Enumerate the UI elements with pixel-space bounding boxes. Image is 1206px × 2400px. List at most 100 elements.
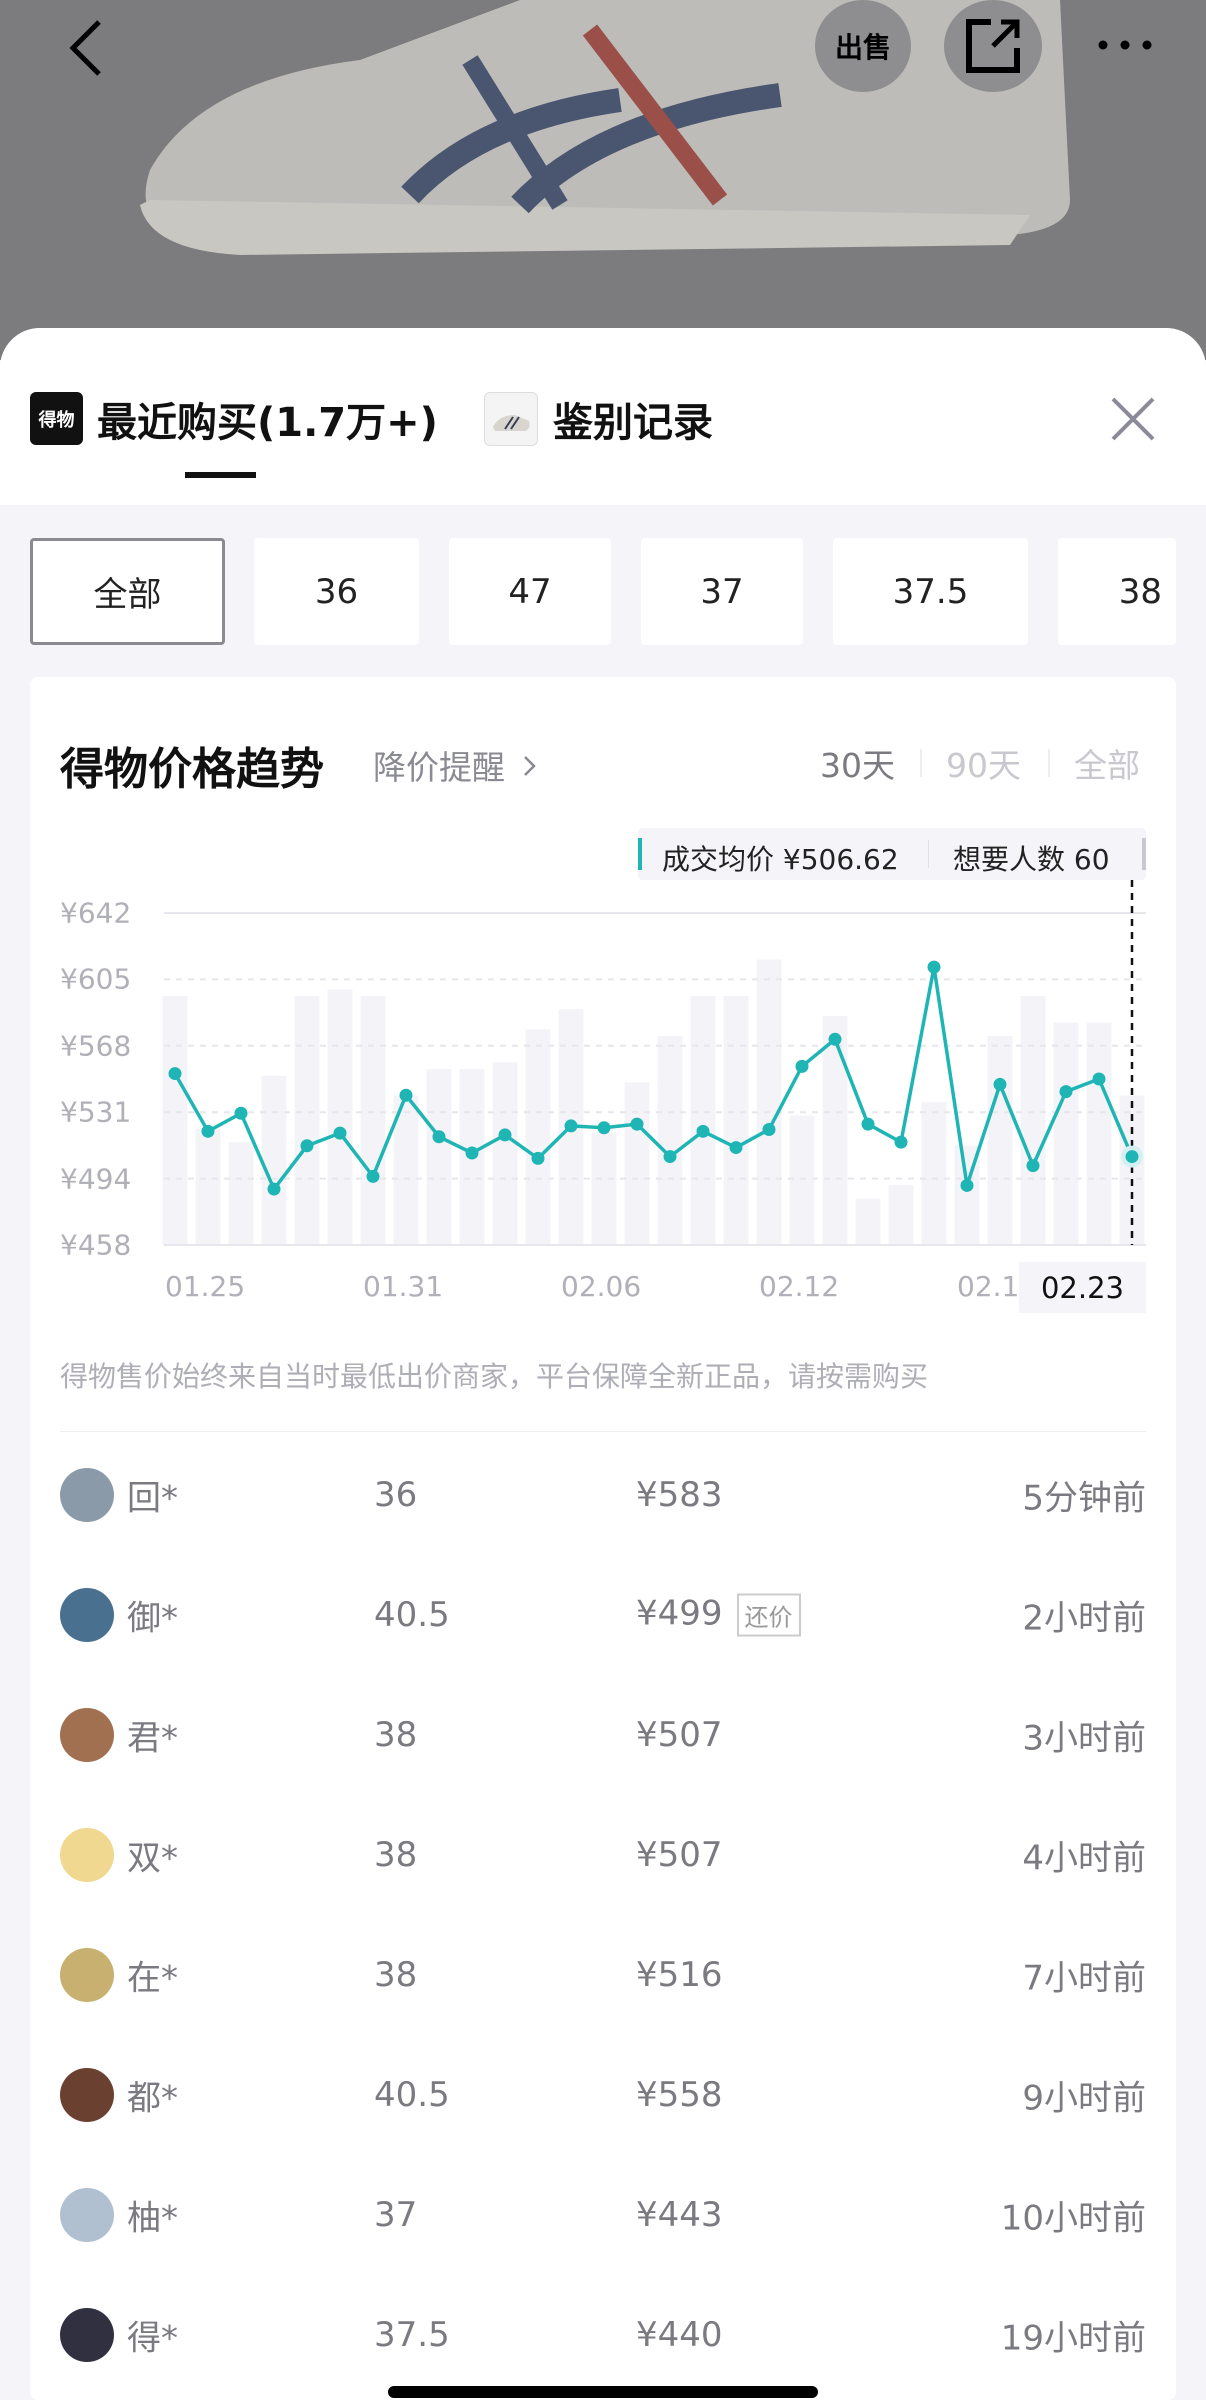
divider: [928, 840, 929, 868]
buyer-name: 都*: [127, 2078, 178, 2119]
trend-title: 得物价格趋势: [60, 744, 324, 795]
price-point: [531, 1151, 545, 1165]
size-chip[interactable]: 37.5: [833, 538, 1028, 645]
size-chip[interactable]: 37: [641, 538, 803, 645]
time: 2小时前: [1022, 1598, 1146, 1639]
price-point: [234, 1106, 248, 1120]
price-cell: ¥507: [636, 1835, 723, 1875]
chevron-right-icon: [524, 756, 536, 776]
price-point: [366, 1169, 380, 1183]
range-90d[interactable]: 90天: [946, 746, 1021, 785]
disclaimer: 得物售价始终来自当时最低出价商家，平台保障全新正品，请按需购买: [60, 1360, 929, 1393]
purchase-record-row: 都* 40.5 ¥558 9小时前: [30, 2035, 1176, 2155]
alert-label: 降价提醒: [373, 748, 505, 787]
want-bar: [426, 1069, 452, 1245]
size-chip-all[interactable]: 全部: [30, 538, 225, 645]
price-point: [564, 1119, 578, 1133]
want-bar: [624, 1082, 650, 1245]
purchase-record-row: 御* 40.5 ¥499 还价 2小时前: [30, 1555, 1176, 1675]
size-chip[interactable]: 47: [449, 538, 611, 645]
purchase-record-row: 君* 38 ¥507 3小时前: [30, 1675, 1176, 1795]
tab-recent-purchases[interactable]: 得物 最近购买(1.7万+): [30, 378, 438, 458]
size: 38: [374, 1835, 418, 1875]
range-30d[interactable]: 30天: [820, 746, 895, 785]
want-bar: [294, 996, 320, 1245]
size-chip[interactable]: 36: [254, 538, 419, 645]
price-point: [762, 1123, 776, 1137]
avatar: [60, 1588, 114, 1642]
want-bar: [1053, 1022, 1079, 1245]
shoe-thumbnail: [484, 392, 538, 446]
chip-label: 38: [1118, 571, 1162, 612]
recent-purchases-sheet: 得物 最近购买(1.7万+) 鉴别记录 全部 36 47 37 37.5 38 …: [0, 328, 1206, 2400]
price: ¥507: [636, 1715, 723, 1755]
want-bar: [492, 1062, 518, 1245]
price-point: [201, 1124, 215, 1138]
purchase-record-row: 柚* 37 ¥443 10小时前: [30, 2155, 1176, 2275]
want-bar: [261, 1075, 287, 1245]
share-button[interactable]: [944, 0, 1042, 92]
share-icon: [966, 19, 1020, 73]
want-bar: [393, 1095, 419, 1245]
size: 40.5: [374, 2075, 450, 2115]
y-tick-label: ¥494: [60, 1162, 132, 1196]
more-button[interactable]: [1090, 20, 1160, 70]
time: 19小时前: [1000, 2318, 1146, 2359]
tab-underline: [185, 472, 256, 478]
size-chip[interactable]: 38: [1058, 538, 1176, 645]
time: 5分钟前: [1022, 1478, 1146, 1519]
counter-offer-tag: 还价: [736, 1593, 801, 1637]
dewu-logo: 得物: [30, 392, 83, 445]
size: 37.5: [374, 2315, 450, 2355]
chart-tooltip: 成交均价 ¥506.62 想要人数 60: [638, 828, 1146, 880]
sell-button[interactable]: 出售: [815, 0, 911, 92]
price: ¥499: [636, 1593, 723, 1634]
product-image-banner: 出售: [0, 0, 1206, 360]
price-point: [630, 1117, 644, 1131]
more-dots-icon: [1098, 40, 1152, 50]
want-bar: [525, 1029, 551, 1245]
price-trend-card: 得物价格趋势 降价提醒 30天 90天 全部 成交均价 ¥506.62 想要人数…: [30, 677, 1176, 2400]
selected-date: 02.23: [1040, 1270, 1125, 1305]
close-button[interactable]: [1108, 394, 1158, 444]
want-bar: [888, 1185, 914, 1245]
price-point: [465, 1146, 479, 1160]
tooltip-accent: [1142, 838, 1146, 870]
y-tick-label: ¥605: [60, 962, 132, 996]
buyer-name: 双*: [127, 1838, 178, 1879]
buyer-name: 御*: [127, 1598, 178, 1639]
price-cell: ¥516: [636, 1955, 723, 1995]
purchase-record-row: 在* 38 ¥516 7小时前: [30, 1915, 1176, 2035]
avatar: [60, 2188, 114, 2242]
avatar: [60, 1948, 114, 2002]
price-cell: ¥443: [636, 2195, 723, 2235]
price-alert-link[interactable]: 降价提醒: [373, 741, 540, 789]
buyer-name: 君*: [127, 1718, 178, 1759]
size: 38: [374, 1715, 418, 1755]
tab-authentication-records[interactable]: 鉴别记录: [484, 378, 744, 458]
y-tick-label: ¥458: [60, 1228, 132, 1262]
range-all[interactable]: 全部: [1074, 746, 1140, 785]
price-trend-chart[interactable]: [30, 677, 1176, 1297]
price: ¥440: [636, 2315, 723, 2355]
price-point: [993, 1077, 1007, 1091]
price-cell: ¥507: [636, 1715, 723, 1755]
back-button[interactable]: [55, 15, 115, 80]
price-point: [597, 1121, 611, 1135]
avatar: [60, 1468, 114, 1522]
want-bar: [690, 996, 716, 1245]
price-point: [663, 1150, 677, 1164]
price: ¥558: [636, 2075, 723, 2115]
price-point: [894, 1135, 908, 1149]
buyer-name: 回*: [127, 1478, 178, 1519]
want-bar: [855, 1198, 881, 1245]
price-point: [300, 1139, 314, 1153]
want-bar: [1086, 1022, 1112, 1245]
want-bar: [327, 989, 353, 1245]
price-point: [1092, 1072, 1106, 1086]
price-point: [168, 1067, 182, 1081]
want-bar: [657, 1035, 683, 1245]
divider: [60, 1431, 1146, 1432]
home-indicator: [388, 2386, 818, 2398]
avatar: [60, 2068, 114, 2122]
